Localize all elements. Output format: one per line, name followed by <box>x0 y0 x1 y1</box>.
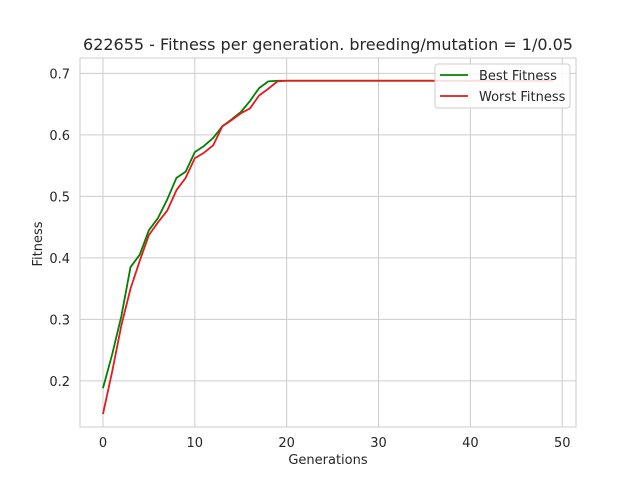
tick-labels: 0 10 20 30 40 50 0.2 0.3 0.4 0.5 0.6 0.7 <box>49 67 570 451</box>
x-tick-label: 10 <box>187 436 204 451</box>
y-axis-label: Fitness <box>31 221 46 266</box>
grid-lines <box>80 58 576 427</box>
chart-title: 622655 - Fitness per generation. breedin… <box>83 35 573 54</box>
x-tick-label: 40 <box>462 436 479 451</box>
plot-frame <box>79 57 577 428</box>
x-axis-label: Generations <box>288 453 368 468</box>
x-tick-label: 30 <box>370 436 387 451</box>
y-tick-label: 0.3 <box>49 313 70 328</box>
x-tick-label: 20 <box>278 436 295 451</box>
y-tick-label: 0.6 <box>49 129 70 144</box>
x-tick-label: 0 <box>99 436 107 451</box>
x-tick-label: 50 <box>554 436 571 451</box>
y-tick-label: 0.2 <box>49 375 70 390</box>
y-tick-label: 0.5 <box>49 190 70 205</box>
legend-label-best: Best Fitness <box>479 69 557 84</box>
y-tick-label: 0.7 <box>49 67 70 82</box>
legend: Best Fitness Worst Fitness <box>434 63 571 109</box>
legend-box <box>434 63 571 109</box>
legend-label-worst: Worst Fitness <box>479 90 566 105</box>
y-tick-label: 0.4 <box>49 252 70 267</box>
